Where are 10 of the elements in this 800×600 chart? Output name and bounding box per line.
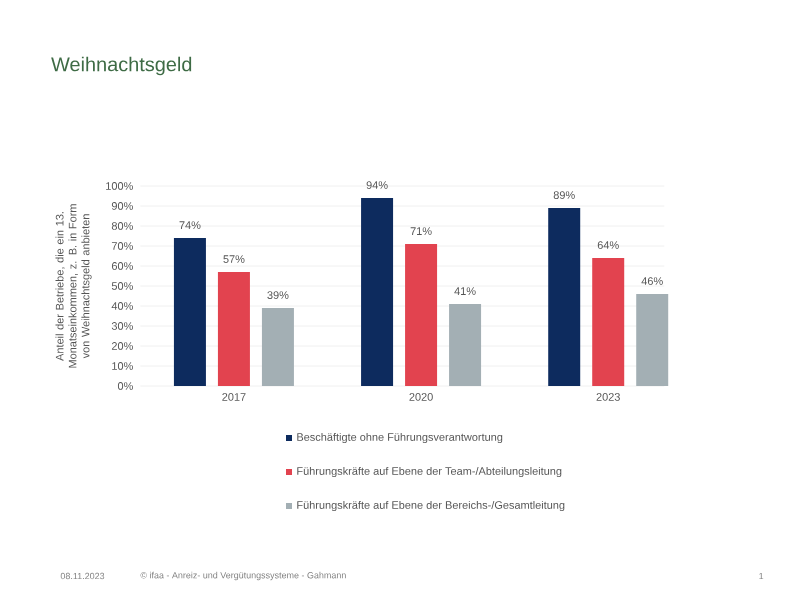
bar <box>636 294 669 386</box>
chart-title: Weihnachtsgeld <box>51 56 192 76</box>
bar <box>592 258 625 386</box>
bar <box>261 308 294 386</box>
bar <box>217 272 250 386</box>
bar <box>405 244 438 386</box>
bar <box>449 304 482 386</box>
bar <box>361 198 394 386</box>
bar <box>548 208 581 386</box>
bar <box>173 238 206 386</box>
